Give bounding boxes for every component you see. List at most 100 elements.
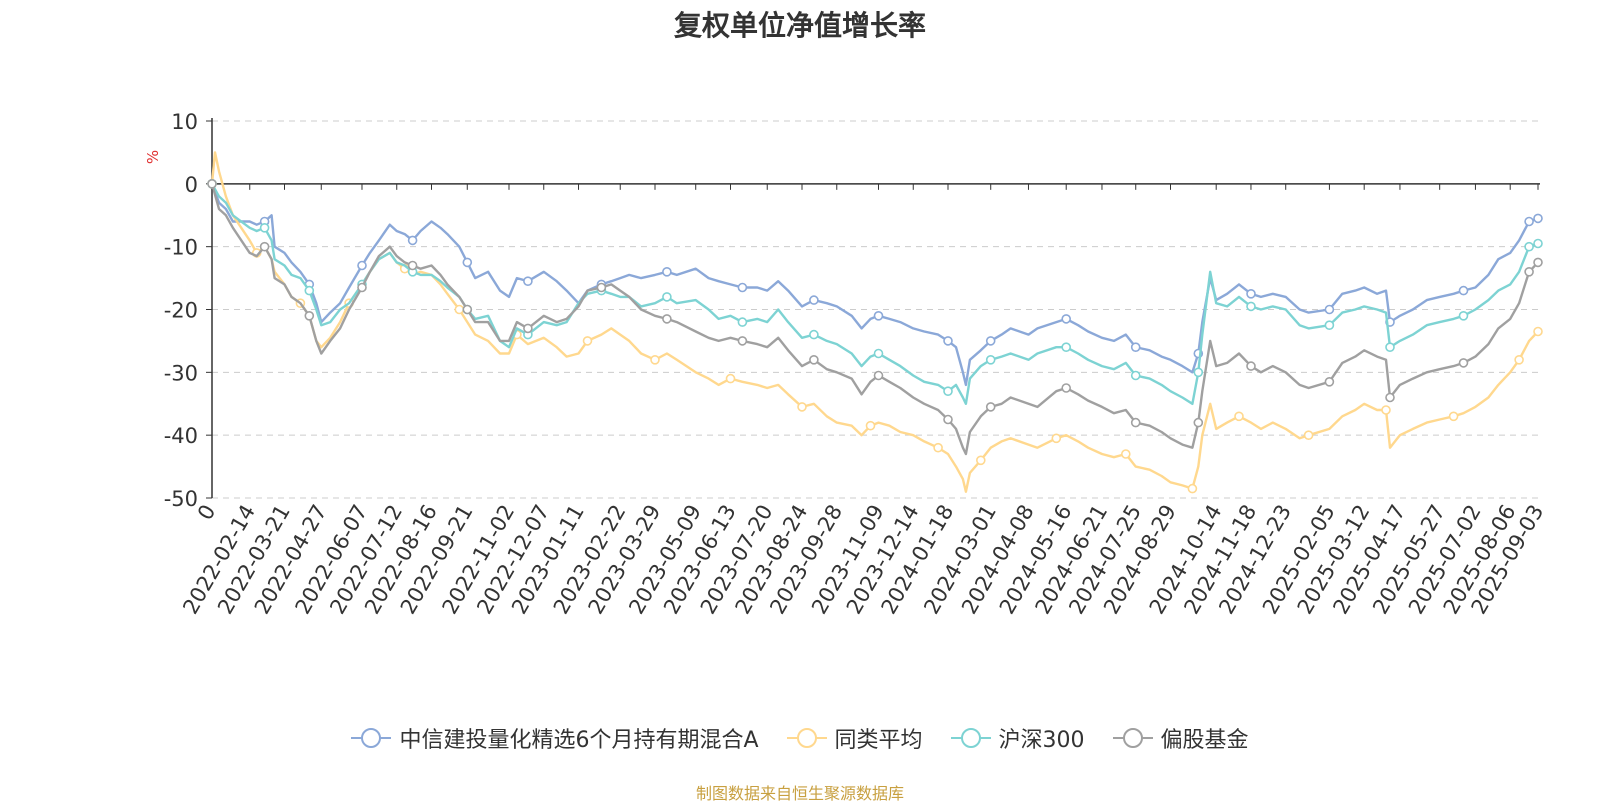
legend-icon-circle [361,728,382,748]
series-point [1061,314,1071,324]
series-point [1193,367,1204,378]
series-line [210,183,1539,456]
series-point [1324,304,1335,315]
series-point [1061,383,1071,393]
series-point [873,310,884,321]
legend-label: 沪深300 [998,728,1085,753]
series-point [943,386,953,397]
series-point [873,348,884,359]
series-point [523,323,533,334]
series-point [1121,449,1131,459]
series-point [259,223,270,233]
series-point [1533,238,1543,249]
series-point [1524,266,1534,277]
series-point [1458,310,1469,321]
series-point [304,285,315,296]
series-point [523,276,533,287]
series-point [1381,405,1391,415]
series-point [1385,392,1395,403]
series-point [1324,376,1335,387]
source-note: 制图数据来自恒生聚源数据库 [695,784,904,803]
legend-line-circle-icon [351,728,392,748]
legend-item[interactable]: 偏股基金 [1112,722,1249,754]
series-point [737,282,748,293]
series-point [1514,354,1524,365]
series-point [357,282,367,293]
series-point [943,414,953,425]
series-point [985,336,996,346]
series-point [1458,358,1469,368]
series-point [662,292,672,302]
series-point [304,310,315,321]
y-axis-unit-label: % [144,150,162,164]
series-point [357,260,367,271]
series-point [873,370,884,381]
y-tick-label: 10 [171,110,198,134]
legend-line-circle-icon [786,728,827,748]
y-tick-label: -20 [164,299,198,323]
series-point [1246,301,1256,312]
legend-icon-circle [1122,728,1143,748]
legend-label: 偏股基金 [1160,728,1249,753]
series-point [985,402,996,412]
series-point [1246,361,1256,371]
series-point [1303,430,1314,441]
series-point [1246,288,1256,299]
x-origin-label: 0 [193,501,220,525]
legend-item[interactable]: 中信建投量化精选6个月持有期混合A [351,722,759,754]
y-tick-label: -10 [164,236,198,260]
series-point [407,235,418,246]
series-point [1533,257,1543,268]
series-point [462,257,473,268]
series-line [210,183,1539,405]
series-point [596,282,607,293]
series-point [259,241,270,252]
series-point [975,455,986,466]
series-point [933,442,943,453]
series-point [865,420,876,431]
series-point [1187,483,1198,494]
series-point [1524,241,1534,252]
legend-item[interactable]: 同类平均 [786,722,923,754]
series-point [1130,370,1141,381]
series-point [1524,216,1534,227]
legend-item[interactable]: 沪深300 [950,722,1085,754]
series-point [1448,411,1459,422]
legend-label: 同类平均 [834,728,923,753]
series-point [1130,342,1141,353]
series-point [454,304,465,315]
series-line [210,151,1539,493]
y-tick-label: 0 [185,173,198,197]
series-point [809,295,819,305]
y-tick-label: -50 [164,487,198,511]
series-point [1385,342,1395,353]
series-point [1324,320,1335,331]
legend-icon-circle [960,728,981,748]
series-point [1533,213,1543,224]
series-point [462,304,473,315]
series-point [650,354,660,365]
series-point [662,314,672,324]
series-point [662,266,672,277]
series-point [1051,433,1062,444]
y-tick-label: -30 [164,361,198,385]
series-point [985,354,996,365]
series-point [1061,342,1071,353]
series-point [943,336,953,346]
series-point [582,336,593,346]
y-tick-label: -40 [164,424,198,448]
legend: 中信建投量化精选6个月持有期混合A 同类平均 沪深300 偏股基金 [0,722,1600,754]
series-line [210,183,1539,387]
chart-title: 复权单位净值增长率 [673,9,926,42]
series-point [407,260,418,271]
series-point [725,373,736,384]
series-point [1458,285,1469,296]
series-point [1533,326,1543,337]
line-chart: 100-10-20-30-40-5002022-02-142022-03-212… [144,110,1548,618]
series-point [1130,417,1141,428]
series-point [1193,417,1204,428]
legend-line-circle-icon [1112,728,1153,748]
series-point [207,179,217,189]
legend-icon-circle [796,728,817,748]
legend-line-circle-icon [950,728,991,748]
